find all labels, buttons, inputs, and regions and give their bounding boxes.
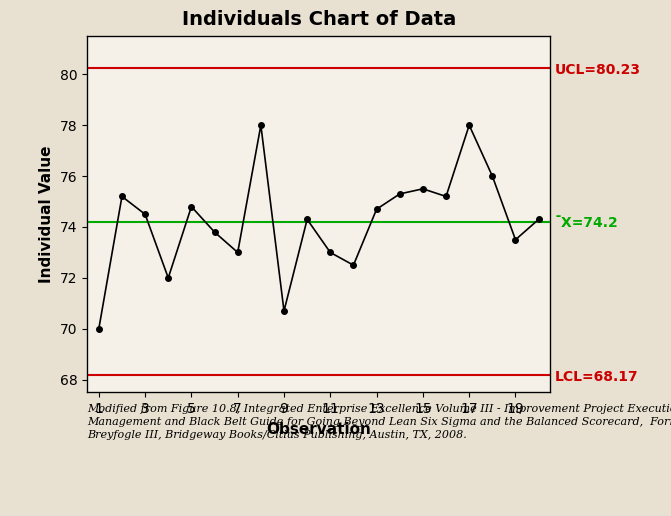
Y-axis label: Individual Value: Individual Value (39, 146, 54, 283)
X-axis label: Observation: Observation (266, 422, 371, 437)
Title: Individuals Chart of Data: Individuals Chart of Data (182, 10, 456, 29)
Text: Modified from Figure 10.8, Integrated Enterprise Excellence Volume III - Improve: Modified from Figure 10.8, Integrated En… (87, 404, 671, 440)
